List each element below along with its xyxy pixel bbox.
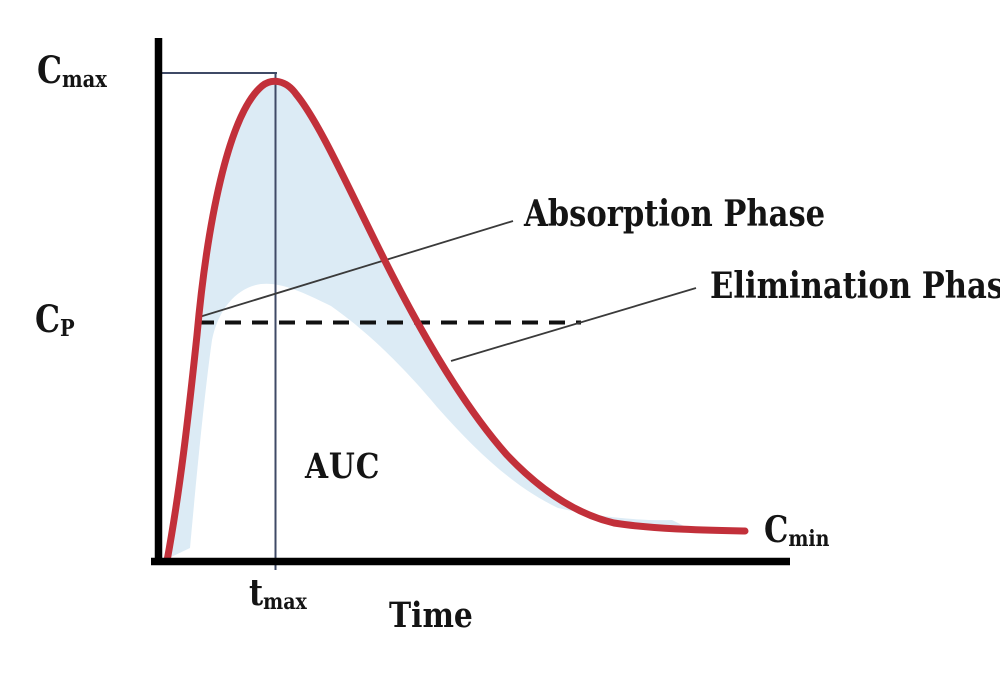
cmax-label: Cmax	[37, 52, 107, 92]
cp-label: CP	[35, 301, 75, 341]
elimination-phase-label: Elimination Phase	[710, 265, 1000, 307]
tmax-label-sub: max	[263, 589, 307, 616]
tmax-label: tmax	[249, 575, 307, 613]
auc-shaded-band	[169, 81, 688, 558]
cp-label-sub: P	[60, 315, 75, 343]
elimination-phase-pointer-line	[450, 287, 697, 362]
cmin-label-base: C	[764, 509, 789, 551]
absorption-phase-pointer-line	[195, 220, 514, 319]
cmin-label: Cmin	[764, 512, 829, 550]
absorption-phase-label: Absorption Phase	[524, 193, 826, 235]
tmax-label-base: t	[249, 572, 264, 614]
concentration-curve	[163, 77, 749, 565]
time-axis-label: Time	[389, 595, 473, 636]
cp-label-base: C	[35, 297, 61, 341]
cmax-label-sub: max	[62, 66, 107, 94]
auc-label: AUC	[305, 446, 381, 487]
cmin-label-sub: min	[788, 526, 830, 553]
cmax-label-base: C	[37, 48, 63, 92]
